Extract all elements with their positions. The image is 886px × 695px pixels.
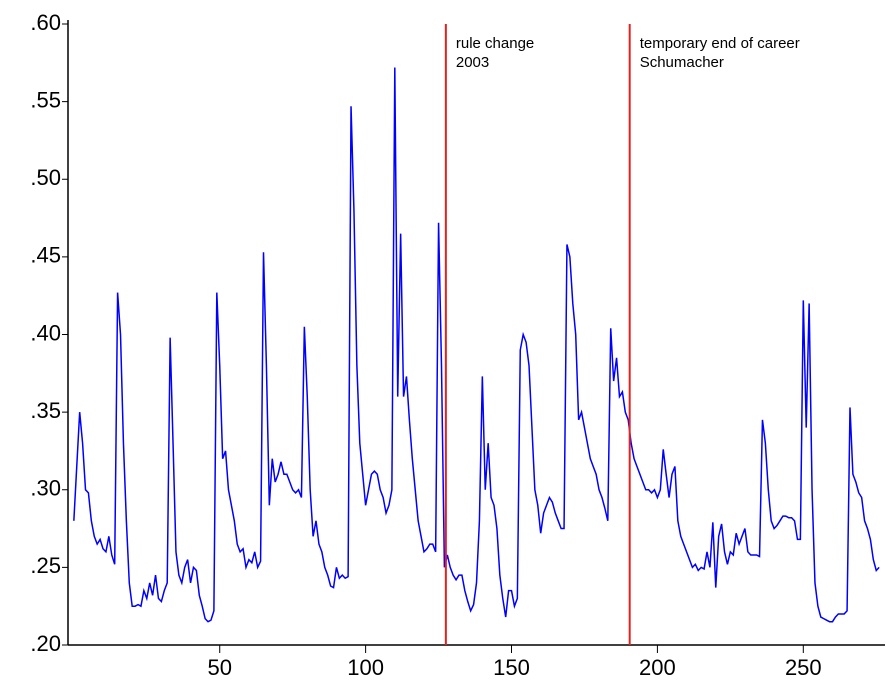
x-tick-label: 50 bbox=[207, 655, 231, 680]
y-tick-label: .25 bbox=[30, 553, 61, 578]
y-tick-label: .60 bbox=[30, 10, 61, 35]
annotation: temporary end of career bbox=[640, 35, 800, 52]
x-tick-label: 250 bbox=[785, 655, 822, 680]
x-tick-label: 150 bbox=[493, 655, 530, 680]
annotation: 2003 bbox=[456, 54, 489, 71]
y-tick-label: .20 bbox=[30, 631, 61, 656]
y-tick-label: .45 bbox=[30, 243, 61, 268]
annotation: rule change bbox=[456, 35, 534, 52]
y-tick-label: .55 bbox=[30, 87, 61, 112]
y-tick-label: .40 bbox=[30, 320, 61, 345]
x-tick-label: 200 bbox=[639, 655, 676, 680]
data-line bbox=[73, 67, 880, 623]
y-tick-label: .50 bbox=[30, 165, 61, 190]
x-tick-label: 100 bbox=[347, 655, 384, 680]
annotation: Schumacher bbox=[640, 54, 724, 71]
y-tick-label: .30 bbox=[30, 476, 61, 501]
y-tick-label: .35 bbox=[30, 398, 61, 423]
